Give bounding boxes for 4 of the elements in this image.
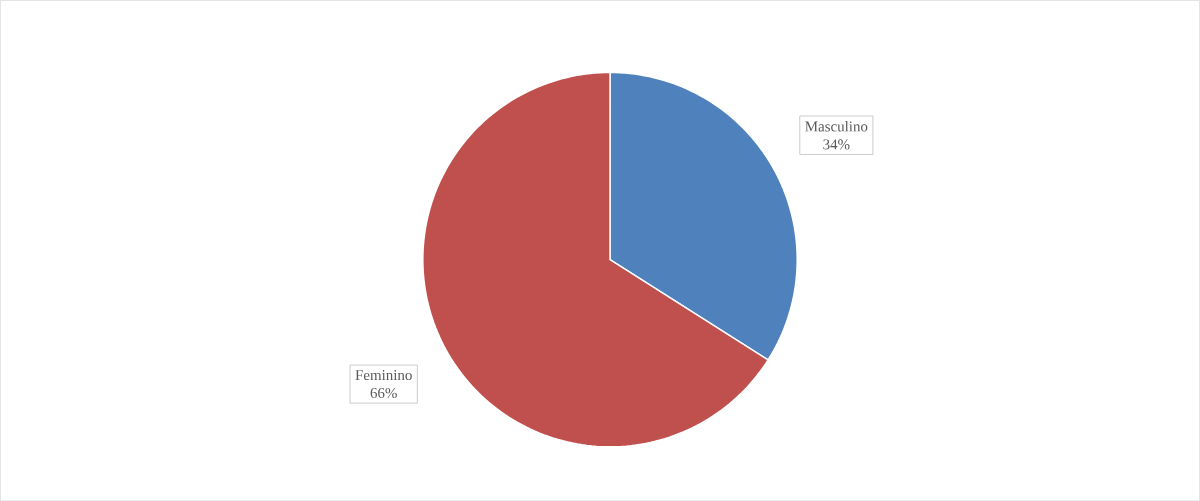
slice-label: Masculino (805, 120, 868, 132)
data-label: 66% (370, 387, 397, 398)
slice-label: Feminino (355, 369, 412, 380)
data-label: 34% (823, 139, 850, 150)
